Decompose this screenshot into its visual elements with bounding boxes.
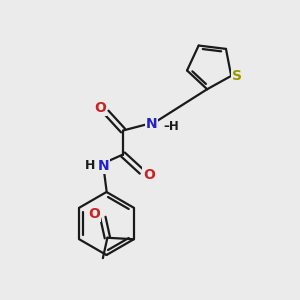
Text: H: H bbox=[85, 159, 95, 172]
Text: N: N bbox=[98, 159, 110, 173]
Text: N: N bbox=[146, 118, 157, 131]
Text: S: S bbox=[232, 69, 242, 83]
Text: –H: –H bbox=[163, 119, 178, 133]
Text: O: O bbox=[88, 207, 101, 221]
Text: O: O bbox=[94, 101, 106, 115]
Text: O: O bbox=[143, 168, 155, 182]
